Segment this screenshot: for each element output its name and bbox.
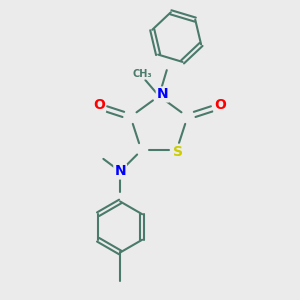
Text: O: O [93, 98, 105, 112]
Text: CH₃: CH₃ [133, 69, 152, 79]
Text: N: N [114, 164, 126, 178]
Text: S: S [173, 145, 183, 159]
Text: N: N [157, 88, 168, 101]
Text: O: O [214, 98, 226, 112]
